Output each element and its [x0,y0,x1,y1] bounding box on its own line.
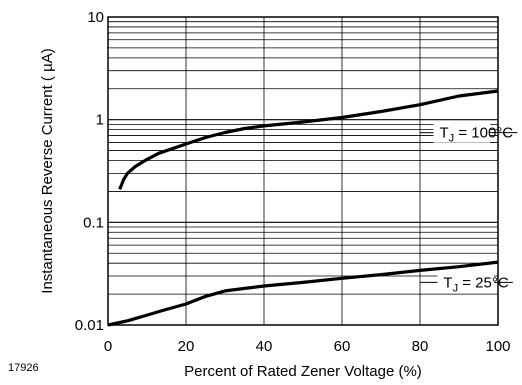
figure-code: 17926 [8,362,39,374]
grid [108,17,498,325]
curve-label-rest: = 100°C [454,125,513,142]
y-axis-label: Instantaneous Reverse Current ( µA) [39,48,56,293]
tick-labels: 0 20 40 60 80 100 0.01 0.1 1 10 [75,9,511,355]
plot-frame [107,16,499,326]
x-tick-label: 20 [178,338,195,355]
x-axis-label: Percent of Rated Zener Voltage (%) [184,363,422,380]
curve-labels: TJ = 100°CTJ = 25°C [420,122,518,294]
curve-label-rest: = 25°C [458,274,509,291]
curve-label-subscript: J [453,282,459,294]
y-tick-label: 0.1 [83,214,104,231]
curves [107,89,499,327]
curve-label-main: T [443,274,452,291]
x-tick-label: 0 [104,338,112,355]
curve-label: TJ = 100°C [440,125,514,145]
curve-label-main: T [440,125,449,142]
x-tick-label: 100 [485,338,510,355]
curve-label-subscript: J [449,133,455,145]
series-line-2 [107,260,499,327]
curve-label-background [433,122,491,143]
x-tick-label: 40 [256,338,273,355]
y-tick-label: 1 [96,112,104,129]
x-tick-label: 80 [412,338,429,355]
curve-label: TJ = 25°C [443,274,508,294]
x-tick-label: 60 [334,338,351,355]
y-tick-label: 10 [87,9,104,26]
y-tick-label: 0.01 [75,317,104,334]
curve-label-background [437,272,495,293]
series-line-1 [118,89,499,190]
